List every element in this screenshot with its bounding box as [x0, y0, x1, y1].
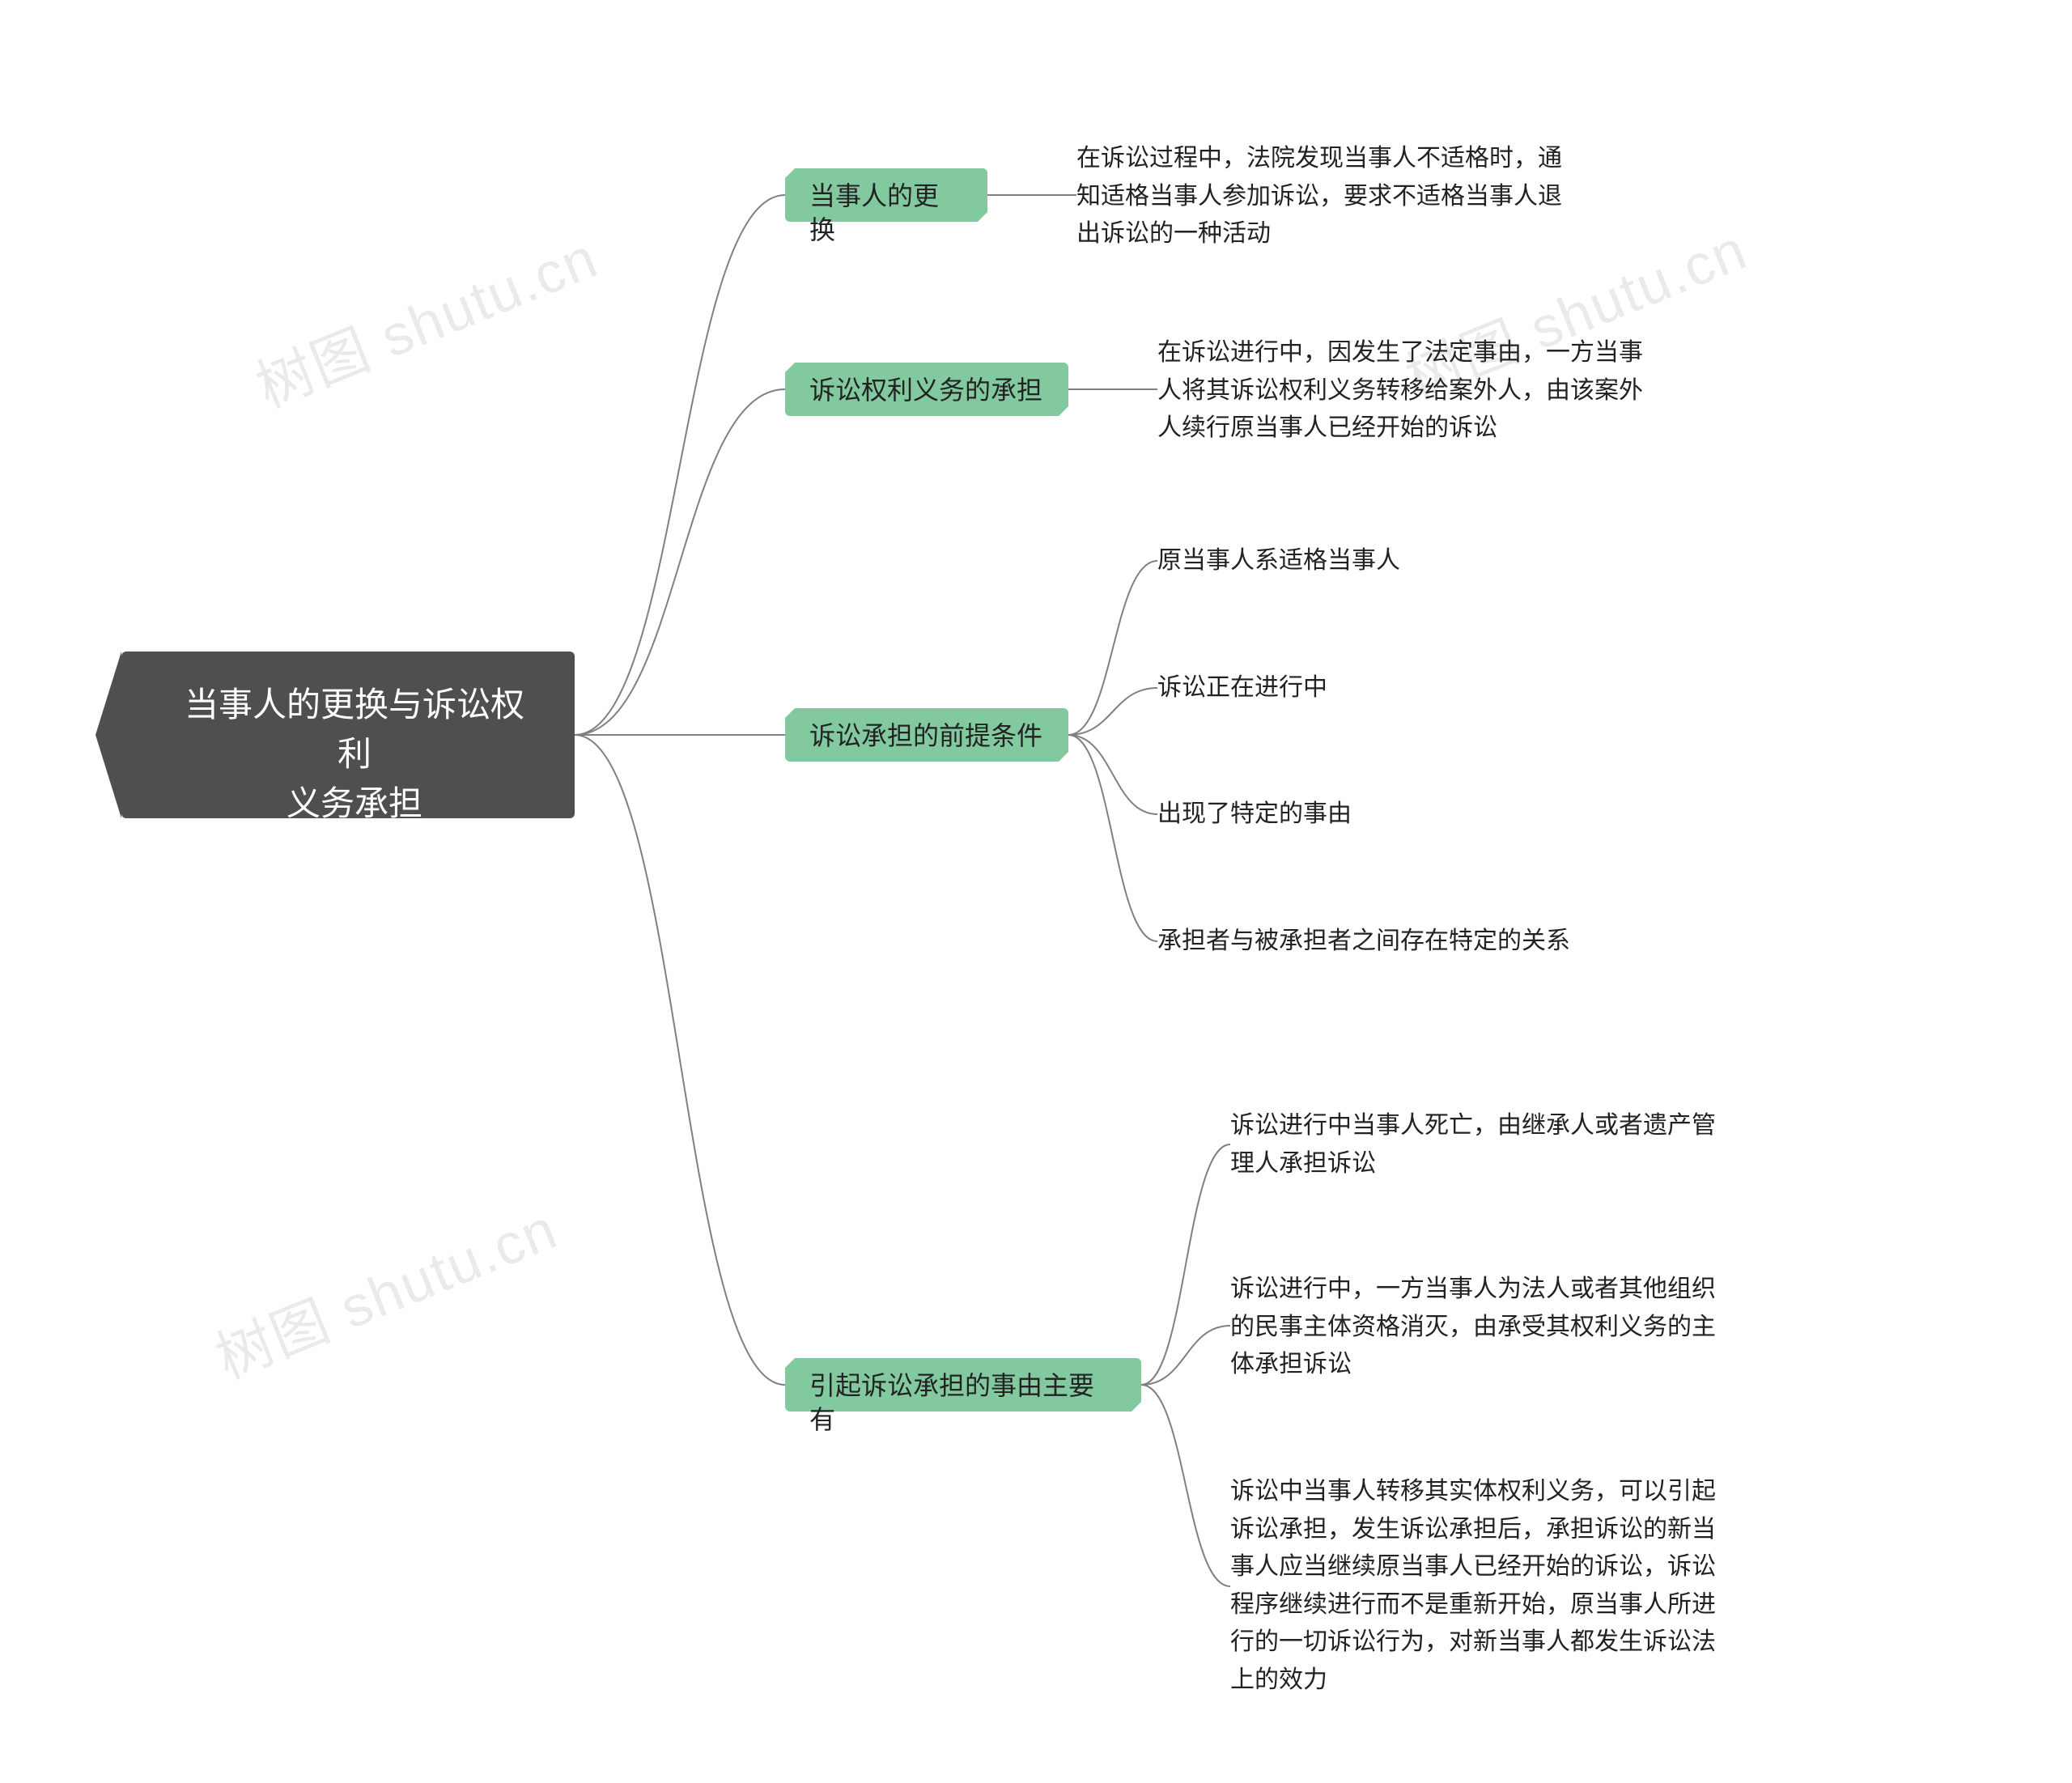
leaf-text-line: 理人承担诉讼: [1230, 1145, 1764, 1183]
leaf-text-line: 诉讼中当事人转移其实体权利义务，可以引起: [1230, 1473, 1764, 1511]
leaf-text-line: 承担者与被承担者之间存在特定的关系: [1157, 923, 1627, 961]
leaf-text-line: 诉讼正在进行中: [1157, 669, 1368, 707]
leaf-text-line: 在诉讼过程中，法院发现当事人不适格时，通: [1076, 140, 1611, 178]
leaf-text-line: 的民事主体资格消灭，由承受其权利义务的主: [1230, 1309, 1764, 1347]
leaf-node: 原当事人系适格当事人: [1157, 542, 1449, 580]
leaf-text-line: 诉讼进行中当事人死亡，由继承人或者遗产管: [1230, 1107, 1764, 1145]
root-node[interactable]: 当事人的更换与诉讼权利义务承担: [121, 652, 575, 818]
leaf-text-line: 知适格当事人参加诉讼，要求不适格当事人退: [1076, 178, 1611, 216]
leaf-text-line: 体承担诉讼: [1230, 1346, 1764, 1384]
connector: [575, 735, 785, 1385]
branch-label: 诉讼承担的前提条件: [809, 721, 1042, 750]
connector: [1068, 735, 1157, 814]
connector: [1068, 735, 1157, 941]
leaf-text-line: 程序继续进行而不是重新开始，原当事人所进: [1230, 1586, 1764, 1624]
leaf-node: 诉讼进行中当事人死亡，由继承人或者遗产管理人承担诉讼: [1230, 1107, 1764, 1182]
root-text-line: 义务承担: [170, 779, 539, 829]
leaf-text-line: 上的效力: [1230, 1662, 1764, 1700]
leaf-node: 承担者与被承担者之间存在特定的关系: [1157, 923, 1627, 961]
root-text-line: 当事人的更换与诉讼权利: [170, 681, 539, 779]
leaf-node: 诉讼正在进行中: [1157, 669, 1368, 707]
leaf-text-line: 诉讼进行中，一方当事人为法人或者其他组织: [1230, 1271, 1764, 1309]
leaf-node: 在诉讼过程中，法院发现当事人不适格时，通知适格当事人参加诉讼，要求不适格当事人退…: [1076, 140, 1611, 253]
leaf-node: 诉讼中当事人转移其实体权利义务，可以引起诉讼承担，发生诉讼承担后，承担诉讼的新当…: [1230, 1473, 1764, 1699]
branch-node[interactable]: 当事人的更换: [785, 168, 987, 222]
branch-label: 引起诉讼承担的事由主要有: [809, 1371, 1094, 1434]
leaf-text-line: 事人应当继续原当事人已经开始的诉讼，诉讼: [1230, 1548, 1764, 1586]
leaf-node: 出现了特定的事由: [1157, 796, 1392, 834]
leaf-node: 在诉讼进行中，因发生了法定事由，一方当事人将其诉讼权利义务转移给案外人，由该案外…: [1157, 334, 1692, 448]
leaf-text-line: 人续行原当事人已经开始的诉讼: [1157, 410, 1692, 448]
branch-node[interactable]: 引起诉讼承担的事由主要有: [785, 1358, 1141, 1412]
connector: [1141, 1385, 1230, 1586]
leaf-text-line: 出现了特定的事由: [1157, 796, 1392, 834]
watermark: 树图 shutu.cn: [243, 213, 608, 424]
branch-label: 诉讼权利义务的承担: [809, 376, 1042, 405]
leaf-text-line: 人将其诉讼权利义务转移给案外人，由该案外: [1157, 372, 1692, 410]
watermark: 树图 shutu.cn: [202, 1184, 567, 1395]
connector: [575, 389, 785, 735]
branch-node[interactable]: 诉讼承担的前提条件: [785, 708, 1068, 762]
connector: [1068, 688, 1157, 735]
branch-node[interactable]: 诉讼权利义务的承担: [785, 363, 1068, 416]
leaf-text-line: 诉讼承担，发生诉讼承担后，承担诉讼的新当: [1230, 1511, 1764, 1549]
branch-label: 当事人的更换: [809, 181, 939, 244]
leaf-text-line: 行的一切诉讼行为，对新当事人都发生诉讼法: [1230, 1624, 1764, 1662]
connector: [1068, 561, 1157, 735]
leaf-node: 诉讼进行中，一方当事人为法人或者其他组织的民事主体资格消灭，由承受其权利义务的主…: [1230, 1271, 1764, 1384]
connector: [1141, 1144, 1230, 1385]
connector: [575, 195, 785, 735]
leaf-text-line: 原当事人系适格当事人: [1157, 542, 1449, 580]
connector: [1141, 1326, 1230, 1385]
leaf-text-line: 出诉讼的一种活动: [1076, 215, 1611, 253]
leaf-text-line: 在诉讼进行中，因发生了法定事由，一方当事: [1157, 334, 1692, 372]
